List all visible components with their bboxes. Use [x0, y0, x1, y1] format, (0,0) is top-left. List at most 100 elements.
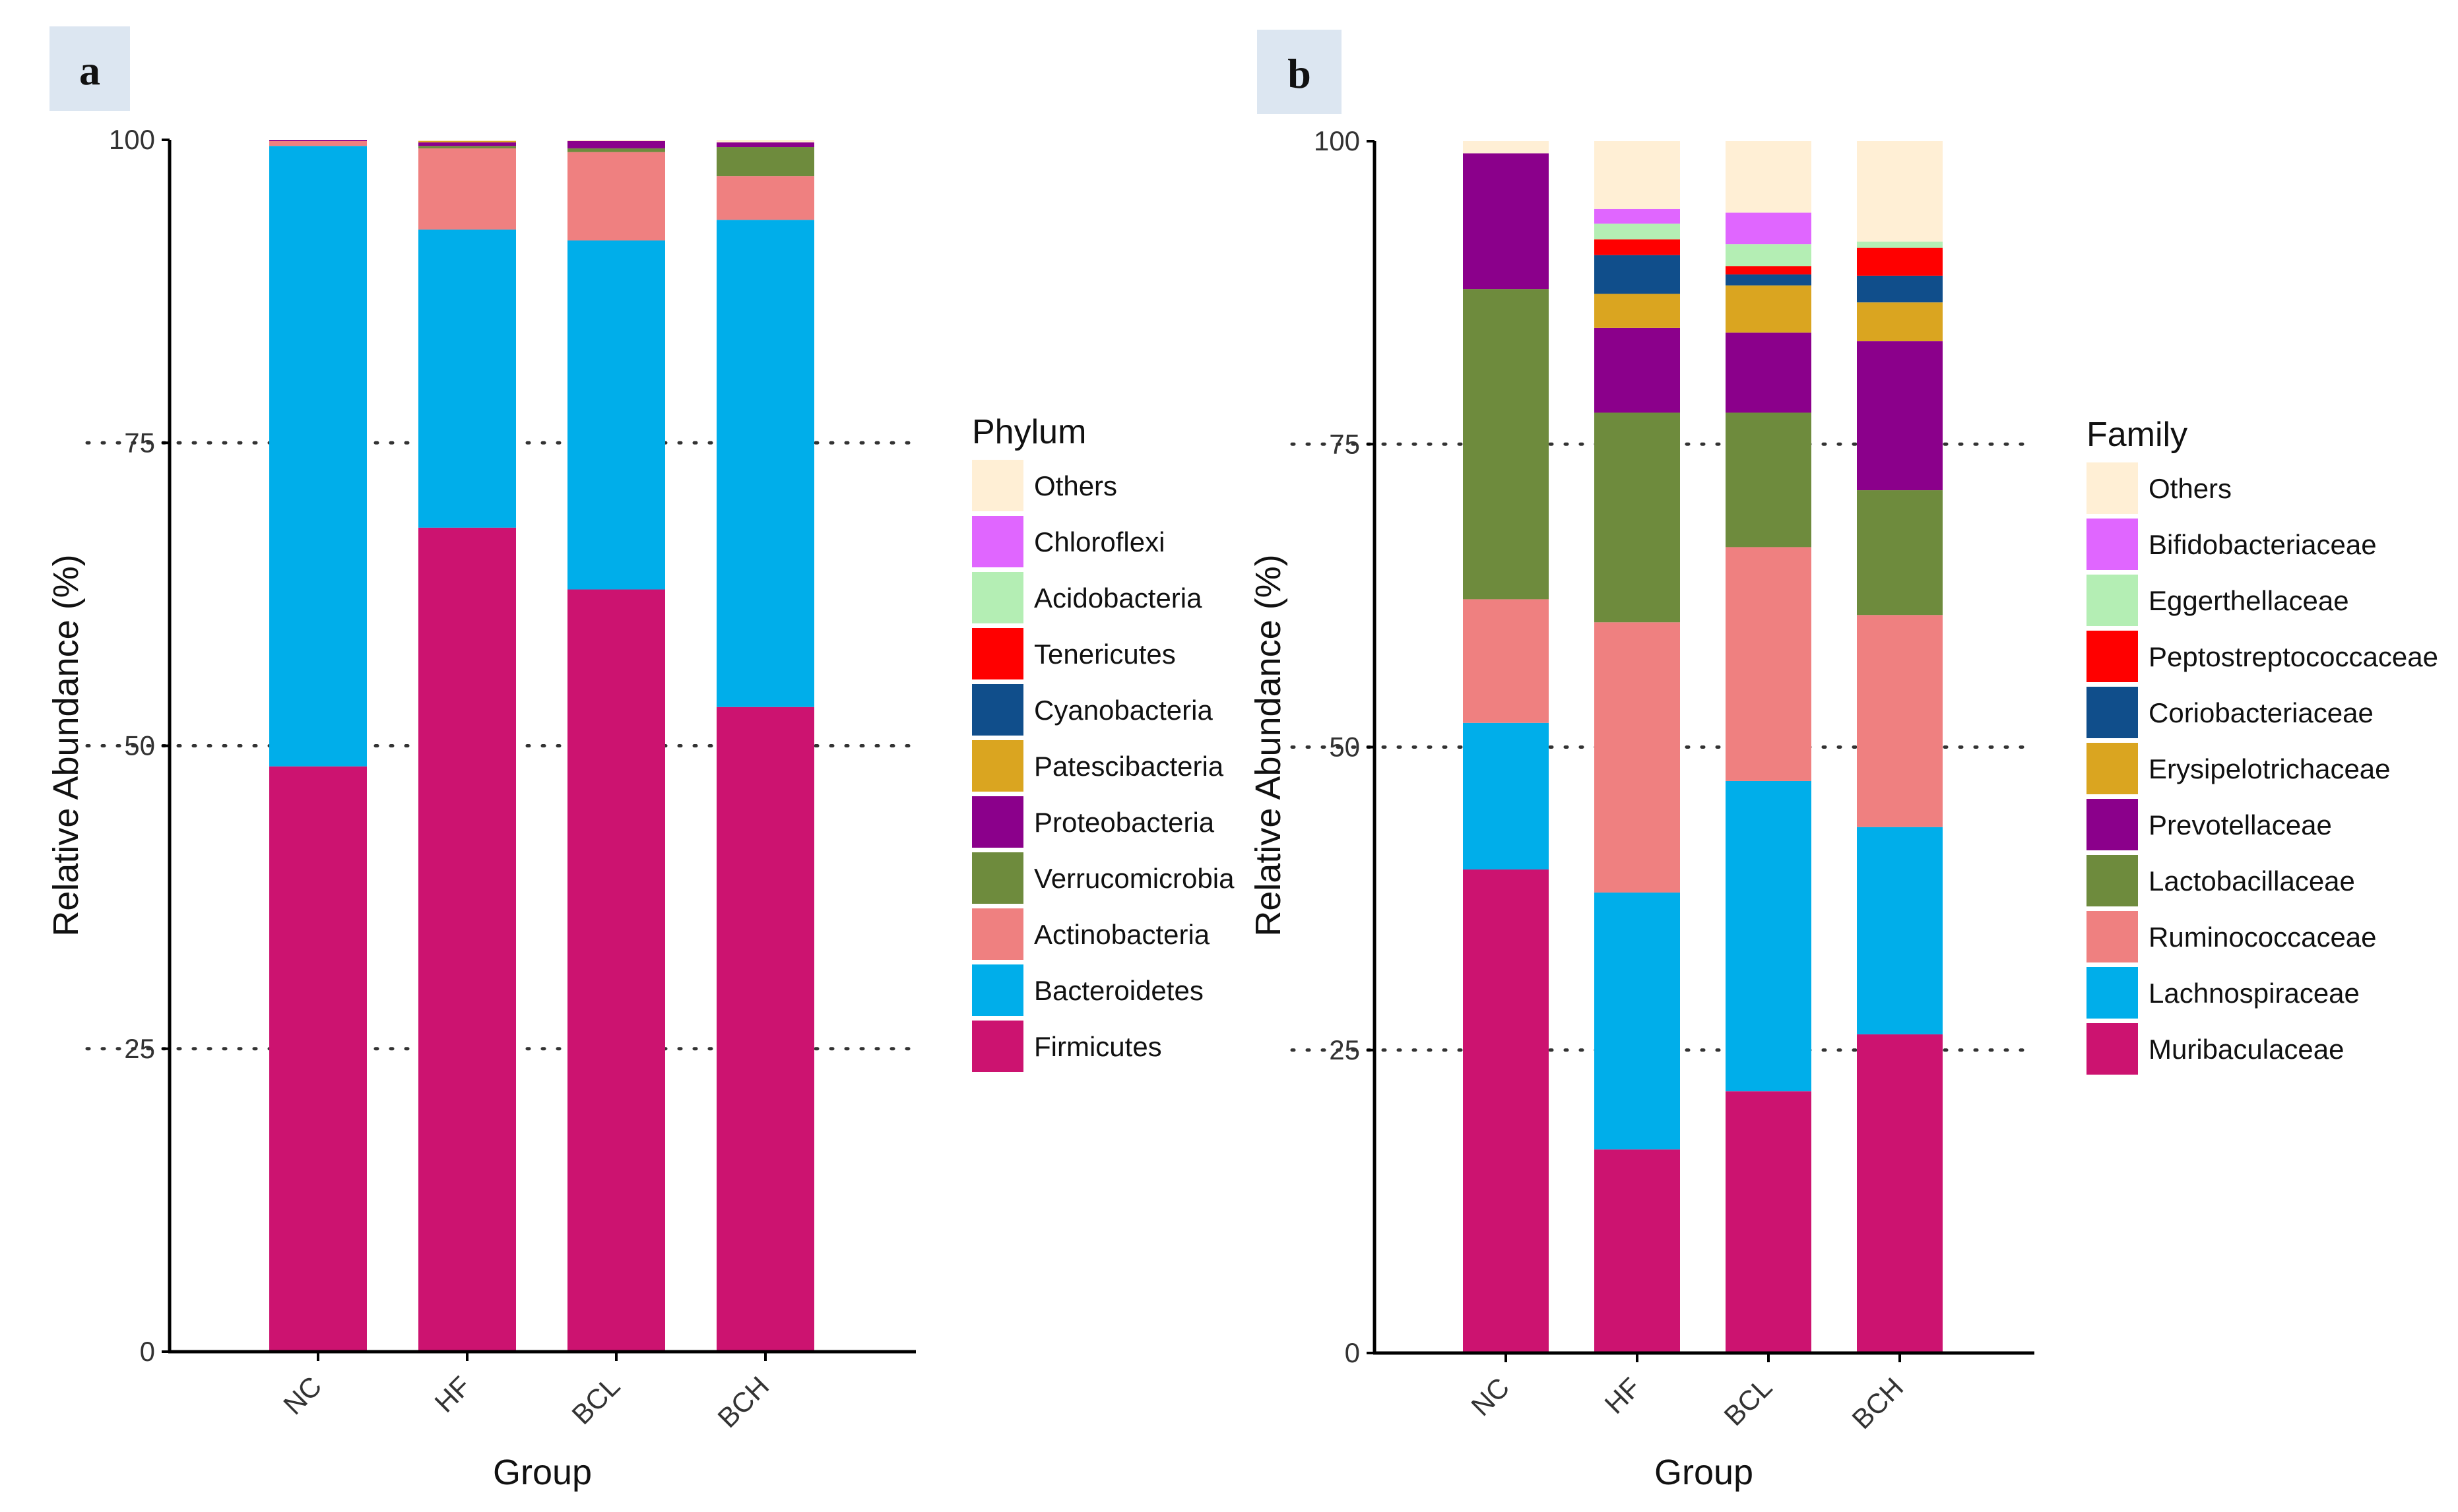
- legend-swatch-actinobacteria: [972, 908, 1023, 960]
- bar-segment-hf-lachnospiraceae: [1594, 892, 1680, 1150]
- x-tick-label-bcl: BCL: [1718, 1371, 1778, 1432]
- bar-segment-nc-firmicutes: [269, 766, 367, 1352]
- bar-segment-nc-muribaculaceae: [1463, 869, 1549, 1353]
- legend-swatch-eggerthellaceae: [2086, 575, 2138, 626]
- legend-swatch-proteobacteria: [972, 796, 1023, 848]
- legend-label-eggerthellaceae: Eggerthellaceae: [2149, 585, 2349, 616]
- y-tick-label: 50: [124, 730, 155, 761]
- bar-segment-hf-others: [1594, 141, 1680, 209]
- legend-label-patescibacteria: Patescibacteria: [1034, 751, 1224, 782]
- y-axis-title: Relative Abundance (%): [46, 554, 86, 936]
- bar-segment-hf-patescibacteria: [418, 141, 516, 142]
- y-tick-label: 0: [140, 1336, 155, 1367]
- bar-segment-nc-ruminococcaceae: [1463, 599, 1549, 723]
- bar-segment-hf-verrucomicrobia: [418, 146, 516, 148]
- legend-label-verrucomicrobia: Verrucomicrobia: [1034, 863, 1235, 894]
- legend-swatch-lachnospiraceae: [2086, 967, 2138, 1019]
- y-tick-label: 100: [1314, 125, 1360, 156]
- legend-swatch-patescibacteria: [972, 740, 1023, 792]
- legend-swatch-others: [2086, 462, 2138, 514]
- bar-segment-bcl-verrucomicrobia: [567, 148, 665, 152]
- legend-swatch-erysipelotrichaceae: [2086, 743, 2138, 794]
- legend-label-bacteroidetes: Bacteroidetes: [1034, 975, 1204, 1006]
- bar-segment-bch-proteobacteria: [717, 142, 814, 148]
- bar-segment-bcl-lachnospiraceae: [1726, 780, 1811, 1092]
- bar-segment-bcl-peptostreptococcaceae: [1726, 266, 1811, 275]
- y-tick-label: 75: [124, 427, 155, 458]
- panel-b: b 0 25 50 75 100 NC HF BCL BCH Relative Abundan…: [1248, 30, 2438, 1492]
- bar-segment-bch-coriobacteriaceae: [1857, 275, 1943, 303]
- panel-a-label: a: [79, 47, 100, 94]
- legend-title: Phylum: [972, 413, 1086, 451]
- x-tick-label-hf: HF: [1599, 1371, 1647, 1420]
- bar-segment-hf-actinobacteria: [418, 148, 516, 230]
- bar-segment-hf-others: [418, 140, 516, 141]
- bar-segment-bch-others: [717, 140, 814, 142]
- legend-label-others: Others: [1034, 470, 1117, 501]
- bar-segment-bch-verrucomicrobia: [717, 147, 814, 177]
- bar-segment-bcl-others: [1726, 141, 1811, 213]
- bar-segment-bcl-actinobacteria: [567, 152, 665, 241]
- bar-segment-nc-others: [1463, 141, 1549, 154]
- bar-segment-bch-eggerthellaceae: [1857, 241, 1943, 248]
- bar-segment-bcl-others: [567, 140, 665, 141]
- panel-a: a 0 25 50 75 100 NC HF BCL BCH Relative Abundan…: [46, 26, 1235, 1492]
- x-tick-label-bcl: BCL: [566, 1370, 626, 1430]
- legend-label-acidobacteria: Acidobacteria: [1034, 583, 1202, 614]
- bar-segment-bcl-lactobacillaceae: [1726, 412, 1811, 548]
- bar-segment-bch-muribaculaceae: [1857, 1034, 1943, 1353]
- bar-segment-bcl-bacteroidetes: [567, 240, 665, 590]
- legend-label-muribaculaceae: Muribaculaceae: [2149, 1034, 2345, 1065]
- legend-label-coriobacteriaceae: Coriobacteriaceae: [2149, 697, 2374, 728]
- bar-segment-bch-lactobacillaceae: [1857, 490, 1943, 615]
- bar-segment-nc-actinobacteria: [269, 141, 367, 146]
- bar-segment-bch-erysipelotrichaceae: [1857, 302, 1943, 342]
- bar-segment-bch-actinobacteria: [717, 176, 814, 220]
- bar-segment-bch-firmicutes: [717, 707, 814, 1352]
- legend-swatch-tenericutes: [972, 628, 1023, 679]
- y-tick-label: 0: [1345, 1337, 1360, 1368]
- legend-swatch-lactobacillaceae: [2086, 855, 2138, 906]
- bar-segment-hf-eggerthellaceae: [1594, 223, 1680, 239]
- legend-swatch-muribaculaceae: [2086, 1023, 2138, 1075]
- y-tick-label: 50: [1329, 732, 1360, 763]
- panel-a-label-box: [49, 26, 130, 111]
- bar-segment-bcl-erysipelotrichaceae: [1726, 285, 1811, 333]
- legend-label-lachnospiraceae: Lachnospiraceae: [2149, 978, 2360, 1009]
- x-tick-label-nc: NC: [277, 1370, 327, 1420]
- bar-segment-bcl-bifidobacteriaceae: [1726, 212, 1811, 245]
- bar-segment-bch-ruminococcaceae: [1857, 615, 1943, 827]
- legend-swatch-peptostreptococcaceae: [2086, 631, 2138, 682]
- bar-segment-nc-proteobacteria: [269, 140, 367, 141]
- bar-segment-bcl-proteobacteria: [567, 141, 665, 148]
- bar-segment-bch-prevotellaceae: [1857, 341, 1943, 491]
- x-tick-label-bch: BCH: [1846, 1371, 1909, 1435]
- legend-label-prevotellaceae: Prevotellaceae: [2149, 809, 2332, 840]
- x-axis-title: Group: [493, 1453, 592, 1492]
- bar-segment-bcl-muribaculaceae: [1726, 1091, 1811, 1353]
- panel-b-label-box: [1257, 30, 1342, 114]
- legend-label-lactobacillaceae: Lactobacillaceae: [2149, 866, 2355, 897]
- bar-segment-hf-coriobacteriaceae: [1594, 255, 1680, 294]
- legend-swatch-firmicutes: [972, 1021, 1023, 1072]
- bar-segment-bch-peptostreptococcaceae: [1857, 247, 1943, 276]
- panel-b-label: b: [1287, 50, 1311, 97]
- legend-swatch-bacteroidetes: [972, 964, 1023, 1016]
- bar-segment-bcl-eggerthellaceae: [1726, 244, 1811, 267]
- bar-segment-hf-peptostreptococcaceae: [1594, 239, 1680, 255]
- bar-segment-bcl-prevotellaceae: [1726, 332, 1811, 413]
- bar-segment-bcl-firmicutes: [567, 589, 665, 1352]
- bar-segment-hf-proteobacteria: [418, 142, 516, 146]
- legend-label-actinobacteria: Actinobacteria: [1034, 919, 1210, 950]
- bar-segment-hf-bifidobacteriaceae: [1594, 208, 1680, 224]
- y-tick-label: 100: [109, 124, 155, 155]
- legend-swatch-prevotellaceae: [2086, 799, 2138, 850]
- bar-segment-bch-lachnospiraceae: [1857, 827, 1943, 1034]
- bar-segment-hf-ruminococcaceae: [1594, 622, 1680, 893]
- legend-label-ruminococcaceae: Ruminococcaceae: [2149, 922, 2377, 953]
- legend-label-cyanobacteria: Cyanobacteria: [1034, 695, 1213, 726]
- x-tick-label-nc: NC: [1465, 1371, 1515, 1422]
- legend-label-chloroflexi: Chloroflexi: [1034, 526, 1165, 557]
- y-tick-label: 25: [124, 1033, 155, 1064]
